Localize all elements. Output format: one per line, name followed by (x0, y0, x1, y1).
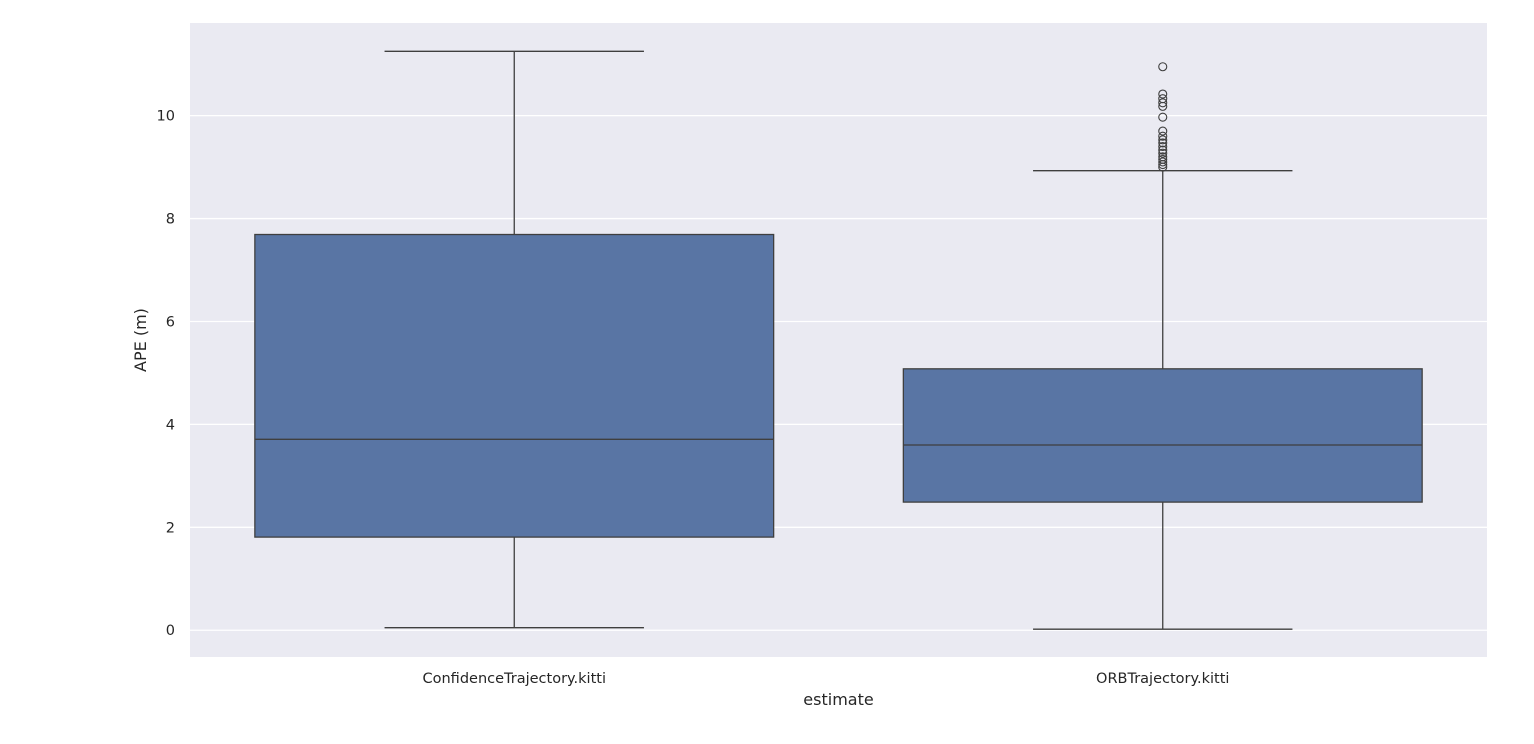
outlier-point (1158, 94, 1168, 104)
box-ORBTrajectory.kitti (902, 62, 1423, 630)
outlier-point (1158, 89, 1168, 99)
x-axis-title: estimate (803, 690, 873, 709)
outlier-point (1158, 154, 1168, 164)
y-axis-title: APE (m) (131, 308, 150, 372)
y-tick-label: 10 (157, 109, 175, 125)
iqr-box (902, 368, 1423, 503)
outlier-point (1158, 148, 1168, 158)
outlier-point (1158, 62, 1168, 72)
outlier-point (1158, 135, 1168, 145)
y-tick-label: 2 (166, 520, 175, 536)
box-ConfidenceTrajectory.kitti (254, 50, 775, 629)
x-tick-labels: ConfidenceTrajectory.kitti ORBTrajectory.… (423, 671, 1230, 687)
outlier-point (1158, 145, 1168, 155)
y-tick-label: 0 (166, 623, 175, 639)
outlier-point (1158, 126, 1168, 136)
iqr-box (254, 233, 775, 538)
outlier-point (1158, 152, 1168, 162)
outlier-point (1158, 141, 1168, 152)
outlier-point (1158, 98, 1168, 108)
outlier-point (1158, 157, 1168, 167)
x-tick-label: ConfidenceTrajectory.kitti (423, 671, 607, 687)
y-tick-labels: 0 2 4 6 8 10 (157, 109, 175, 640)
outlier-point (1158, 131, 1168, 141)
y-tick-label: 4 (166, 417, 175, 433)
outlier-point (1158, 112, 1168, 122)
x-tick-label: ORBTrajectory.kitti (1096, 671, 1229, 687)
outlier-point (1158, 138, 1168, 148)
y-tick-label: 8 (166, 212, 175, 228)
boxes (254, 50, 1423, 630)
y-tick-label: 6 (166, 314, 175, 330)
